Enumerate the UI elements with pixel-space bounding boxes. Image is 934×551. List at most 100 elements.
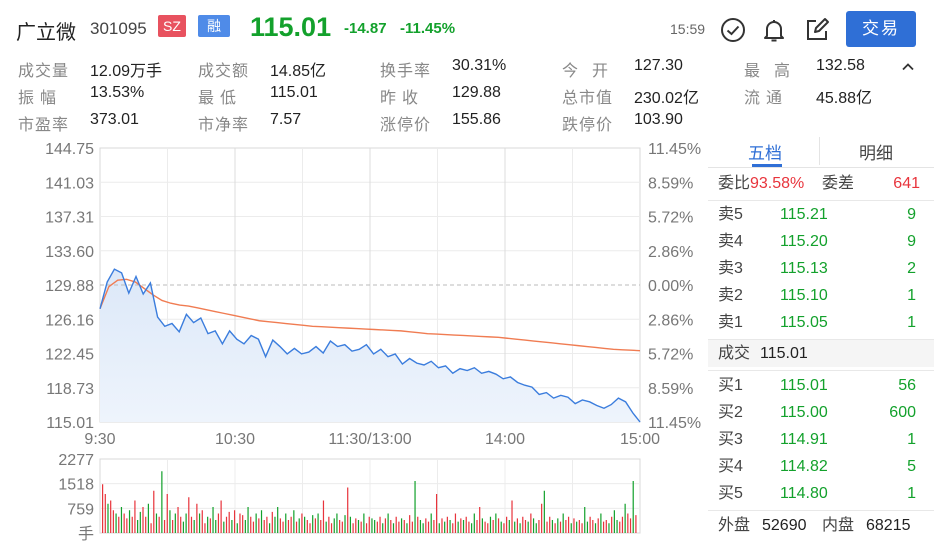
volume-bar [341, 521, 343, 533]
tab-five-levels[interactable]: 五档 [748, 144, 782, 163]
volume-bar [567, 516, 570, 533]
volume-bar [559, 521, 562, 533]
volume-bar [500, 521, 502, 533]
bid-volume: 600 [889, 404, 916, 421]
volume-bar [198, 513, 201, 533]
volume-bar [360, 521, 362, 533]
volume-bar [597, 518, 599, 533]
volume-bar [524, 520, 527, 533]
volume-bar [581, 523, 583, 533]
stat-label: 昨收 [380, 90, 425, 107]
volume-bar [182, 521, 185, 533]
stat-value: 127.30 [634, 57, 683, 74]
volume-bar [406, 523, 408, 533]
stat-value: 129.88 [452, 84, 501, 101]
volume-bar [347, 487, 349, 533]
y-tick-label: 141.03 [45, 175, 94, 192]
volume-bar [570, 523, 572, 533]
bid-row[interactable]: 买4 114.82 5 [708, 453, 934, 480]
pct-tick-label: 11.45% [648, 415, 701, 432]
y-tick-label: 133.60 [45, 244, 94, 261]
ask-price: 115.13 [780, 260, 828, 277]
bid-row[interactable]: 买5 114.80 1 [708, 480, 934, 507]
volume-bar [395, 516, 397, 533]
volume-bar [457, 521, 459, 533]
bid-label: 买3 [718, 431, 743, 448]
ask-row[interactable]: 卖2 115.10 1 [708, 282, 934, 309]
volume-bar [435, 494, 438, 533]
average-price-line [99, 278, 641, 352]
inner-value: 68215 [866, 517, 911, 534]
bid-volume: 5 [907, 458, 916, 475]
volume-bar [180, 516, 182, 533]
volume-bar [578, 520, 580, 533]
bid-volume: 1 [907, 431, 916, 448]
volume-bar [298, 518, 300, 533]
volume-bar [242, 515, 244, 533]
volume-bar [387, 513, 389, 533]
volume-bar [193, 520, 195, 533]
stat-label: 振幅 [18, 90, 63, 107]
ask-row[interactable]: 卖3 115.13 2 [708, 255, 934, 282]
volume-bar [304, 516, 306, 533]
volume-tick-label: 759 [67, 501, 94, 518]
ask-row[interactable]: 卖5 115.21 9 [708, 201, 934, 228]
volume-bar [479, 507, 481, 533]
volume-bar [185, 513, 187, 533]
volume-bar [382, 523, 384, 533]
stat-label: 成交量 [18, 63, 70, 80]
stat-value: 30.31% [452, 57, 507, 74]
left-price-ticks: 144.75 141.03 137.31 133.60 129.88 126.16 122.… [45, 141, 94, 432]
volume-bar [137, 520, 139, 533]
volume-bar [460, 518, 462, 533]
volume-bar [390, 520, 392, 533]
ask-row[interactable]: 卖4 115.20 9 [708, 228, 934, 255]
volume-bar [223, 521, 225, 533]
volume-bar [301, 513, 303, 533]
ask-label: 卖4 [718, 233, 743, 250]
volume-bar [196, 503, 198, 533]
volume-bar [287, 520, 290, 533]
collapse-chevron-icon[interactable] [901, 60, 915, 74]
stat-value: 7.57 [270, 111, 302, 128]
volume-bar [282, 521, 284, 533]
volume-bar [139, 511, 141, 533]
volume-bar [546, 521, 548, 533]
bid-row[interactable]: 买1 115.01 56 [708, 372, 934, 399]
volume-bar [339, 520, 341, 533]
volume-bar [231, 520, 233, 533]
stat-label: 最高 [744, 63, 805, 80]
stat-value: 230.02亿 [634, 90, 699, 107]
intraday-chart[interactable]: 144.75 141.03 137.31 133.60 129.88 126.16 122.… [0, 134, 708, 551]
volume-bar [322, 500, 325, 533]
volume-bar [430, 513, 432, 533]
volume-bar [484, 521, 486, 533]
volume-bar [336, 513, 338, 533]
volume-bar [163, 520, 166, 533]
last-trade-price: 115.01 [760, 345, 808, 362]
bell-icon[interactable] [761, 17, 787, 43]
bid-row[interactable]: 买2 115.00 600 [708, 399, 934, 426]
tab-trade-detail[interactable]: 明细 [859, 144, 893, 163]
bid-price: 114.80 [780, 485, 828, 502]
order-ratio-row: 委比 93.58% 委差 641 [708, 170, 934, 197]
volume-bar [600, 513, 602, 533]
edit-icon[interactable] [804, 17, 830, 43]
volume-bar [551, 520, 554, 533]
volume-bar [190, 516, 193, 533]
pct-tick-label: 0.00% [648, 278, 693, 295]
check-circle-icon[interactable] [720, 17, 746, 43]
bid-row[interactable]: 买3 114.91 1 [708, 426, 934, 453]
volume-bar [118, 516, 120, 533]
volume-bar [260, 510, 263, 533]
y-tick-label: 126.16 [45, 312, 94, 329]
volume-bar [530, 513, 532, 533]
ask-row[interactable]: 卖1 115.05 1 [708, 309, 934, 336]
weicha-value: 641 [893, 175, 920, 192]
volume-bar [511, 500, 513, 533]
volume-bar [433, 520, 435, 533]
volume-bar [508, 520, 510, 533]
trade-button[interactable]: 交易 [846, 11, 916, 47]
volume-bar [217, 513, 220, 533]
x-tick-label: 14:00 [485, 431, 525, 448]
